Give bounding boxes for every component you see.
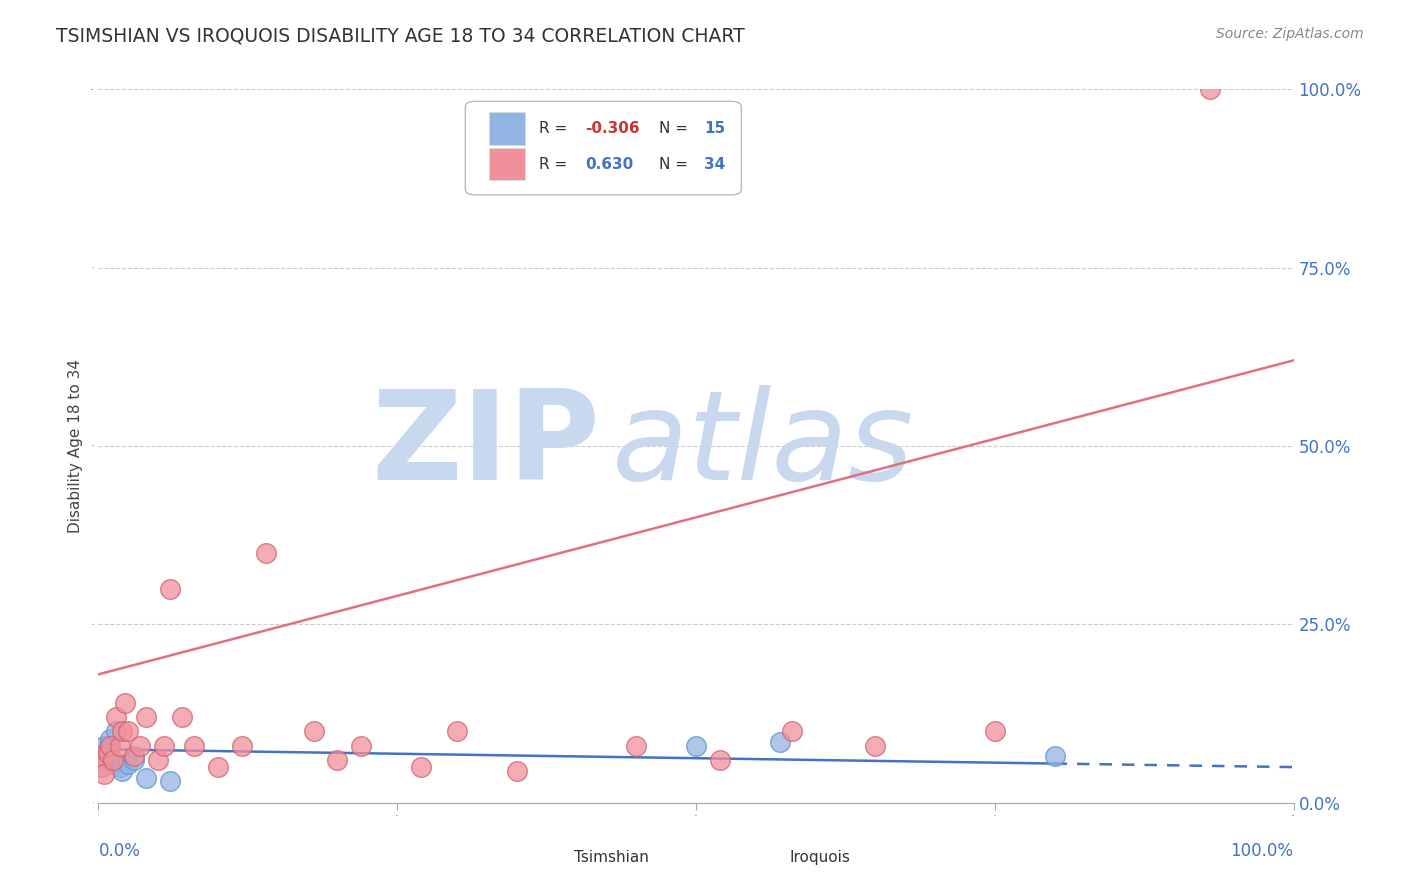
Point <box>302 724 325 739</box>
Point <box>129 739 152 753</box>
Point <box>159 582 181 596</box>
Point <box>183 739 205 753</box>
Text: N =: N = <box>659 157 693 171</box>
Text: 0.630: 0.630 <box>585 157 633 171</box>
Point <box>984 724 1007 739</box>
Point <box>91 753 114 767</box>
Point <box>768 735 790 749</box>
Point <box>105 724 128 739</box>
Point <box>135 771 157 785</box>
Text: 34: 34 <box>704 157 725 171</box>
Text: TSIMSHIAN VS IROQUOIS DISABILITY AGE 18 TO 34 CORRELATION CHART: TSIMSHIAN VS IROQUOIS DISABILITY AGE 18 … <box>56 27 745 45</box>
Text: Tsimshian: Tsimshian <box>574 850 650 865</box>
Point <box>350 739 373 753</box>
FancyBboxPatch shape <box>465 102 741 194</box>
Text: ZIP: ZIP <box>371 385 600 507</box>
Point <box>207 760 229 774</box>
Point <box>1198 82 1220 96</box>
Point <box>172 710 194 724</box>
Point <box>97 742 120 756</box>
Text: -0.306: -0.306 <box>585 121 640 136</box>
Point <box>87 749 110 764</box>
Text: N =: N = <box>659 121 693 136</box>
Point <box>231 739 253 753</box>
Point <box>124 749 146 764</box>
Point <box>114 696 136 710</box>
Point <box>91 760 114 774</box>
Point <box>153 739 176 753</box>
Point <box>411 760 433 774</box>
Text: R =: R = <box>540 157 578 171</box>
Point <box>709 753 731 767</box>
Point <box>326 753 349 767</box>
Point <box>98 731 122 746</box>
Point <box>111 764 134 778</box>
Point <box>93 739 115 753</box>
Text: 15: 15 <box>704 121 725 136</box>
Text: atlas: atlas <box>613 385 914 507</box>
Point <box>135 710 157 724</box>
Point <box>446 724 468 739</box>
Point <box>101 753 124 767</box>
Text: Source: ZipAtlas.com: Source: ZipAtlas.com <box>1216 27 1364 41</box>
Point <box>254 546 277 560</box>
Text: Iroquois: Iroquois <box>789 850 851 865</box>
Point <box>780 724 803 739</box>
Point <box>1043 749 1066 764</box>
FancyBboxPatch shape <box>744 844 780 872</box>
Point <box>159 774 181 789</box>
FancyBboxPatch shape <box>489 112 524 145</box>
Point <box>98 739 122 753</box>
Point <box>117 724 139 739</box>
Point <box>111 724 134 739</box>
FancyBboxPatch shape <box>529 844 565 872</box>
Point <box>105 710 128 724</box>
Point <box>148 753 170 767</box>
Text: 0.0%: 0.0% <box>98 842 141 860</box>
Point <box>685 739 707 753</box>
Point <box>506 764 529 778</box>
FancyBboxPatch shape <box>489 148 524 180</box>
Point <box>124 753 146 767</box>
Text: 100.0%: 100.0% <box>1230 842 1294 860</box>
Point <box>108 739 131 753</box>
Point <box>863 739 887 753</box>
Point <box>101 756 124 771</box>
Point <box>117 756 139 771</box>
Y-axis label: Disability Age 18 to 34: Disability Age 18 to 34 <box>67 359 83 533</box>
Text: R =: R = <box>540 121 572 136</box>
Point <box>97 746 120 760</box>
Point <box>93 767 115 781</box>
Point <box>626 739 648 753</box>
Point <box>108 760 131 774</box>
